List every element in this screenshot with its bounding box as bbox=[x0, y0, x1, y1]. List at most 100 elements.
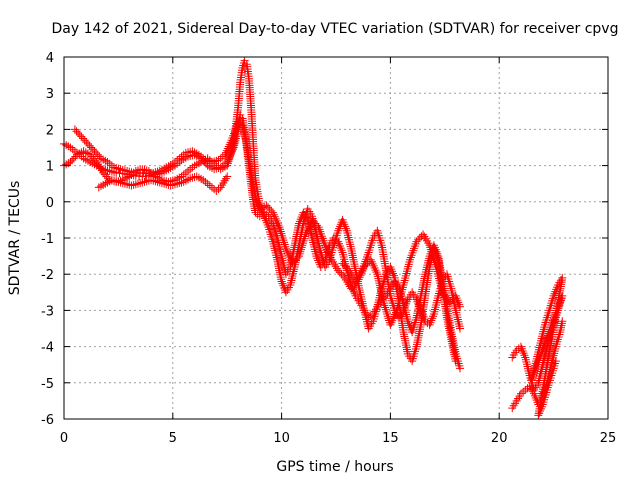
data-point-marker bbox=[523, 362, 532, 371]
data-point-marker bbox=[221, 148, 230, 157]
data-point-marker bbox=[225, 140, 234, 149]
x-axis-label: GPS time / hours bbox=[276, 459, 393, 475]
data-point-marker bbox=[224, 142, 233, 151]
y-tick-label: -5 bbox=[41, 377, 54, 392]
data-point-marker bbox=[85, 141, 94, 150]
data-point-marker bbox=[290, 257, 299, 266]
data-point-marker bbox=[431, 303, 440, 312]
x-tick-label: 20 bbox=[491, 431, 508, 446]
data-point-marker bbox=[543, 333, 552, 342]
data-point-marker bbox=[268, 208, 277, 217]
data-point-marker bbox=[312, 221, 321, 230]
data-point-marker bbox=[112, 177, 121, 186]
data-point-marker bbox=[262, 201, 271, 210]
data-point-marker bbox=[376, 285, 385, 294]
y-tick-label: 1 bbox=[46, 160, 54, 175]
data-point-marker bbox=[348, 282, 357, 291]
data-point-marker bbox=[173, 156, 182, 165]
data-point-marker bbox=[372, 268, 381, 277]
data-point-marker bbox=[281, 244, 290, 253]
data-point-marker bbox=[304, 224, 313, 233]
data-point-marker bbox=[90, 147, 99, 156]
series-track-d bbox=[94, 172, 465, 333]
data-point-marker bbox=[386, 320, 395, 329]
data-point-marker bbox=[539, 325, 548, 334]
data-point-marker bbox=[302, 228, 311, 237]
y-tick-label: 4 bbox=[46, 51, 54, 66]
y-tick-label: -2 bbox=[41, 268, 54, 283]
data-point-marker bbox=[127, 181, 136, 190]
data-point-marker bbox=[346, 240, 355, 249]
y-tick-label: 3 bbox=[46, 87, 54, 102]
data-point-marker bbox=[88, 145, 97, 154]
series-track-c bbox=[70, 118, 465, 329]
data-point-marker bbox=[387, 318, 396, 327]
data-point-marker bbox=[456, 302, 465, 311]
data-point-marker bbox=[522, 357, 531, 366]
data-point-marker bbox=[322, 243, 331, 252]
x-tick-label: 5 bbox=[169, 431, 177, 446]
axis-ticks bbox=[63, 56, 609, 420]
data-point-marker bbox=[99, 168, 108, 177]
y-tick-label: -6 bbox=[41, 413, 54, 428]
y-tick-label: 2 bbox=[46, 123, 54, 138]
series-track-e bbox=[508, 273, 567, 420]
data-point-marker bbox=[140, 177, 149, 186]
data-points bbox=[60, 56, 567, 420]
y-tick-label: 0 bbox=[46, 196, 54, 211]
data-point-marker bbox=[305, 222, 314, 231]
x-tick-labels: 0 5 10 15 20 25 bbox=[60, 431, 616, 446]
data-point-marker bbox=[345, 238, 354, 247]
data-point-marker bbox=[265, 205, 274, 214]
data-point-marker bbox=[142, 177, 151, 186]
data-point-marker bbox=[301, 230, 310, 239]
data-point-marker bbox=[269, 210, 278, 219]
data-point-marker bbox=[309, 217, 318, 226]
data-point-marker bbox=[347, 284, 356, 293]
data-point-marker bbox=[311, 247, 320, 256]
data-point-marker bbox=[389, 314, 398, 323]
data-point-marker bbox=[521, 386, 530, 395]
data-point-marker bbox=[93, 150, 102, 159]
data-point-marker bbox=[371, 266, 380, 275]
data-point-marker bbox=[87, 152, 96, 161]
data-point-marker bbox=[321, 241, 330, 250]
data-point-marker bbox=[325, 251, 334, 260]
data-point-marker bbox=[270, 212, 279, 221]
data-point-marker bbox=[370, 263, 379, 272]
data-point-marker bbox=[131, 180, 140, 189]
data-point-marker bbox=[543, 331, 552, 340]
y-tick-label: -1 bbox=[41, 232, 54, 247]
data-point-marker bbox=[285, 253, 294, 262]
data-point-marker bbox=[74, 129, 83, 138]
data-point-marker bbox=[308, 215, 317, 224]
chart-title: Day 142 of 2021, Sidereal Day-to-day VTE… bbox=[52, 21, 619, 37]
data-point-marker bbox=[222, 146, 231, 155]
data-point-marker bbox=[539, 327, 548, 336]
data-point-marker bbox=[264, 203, 272, 212]
data-point-marker bbox=[72, 127, 81, 136]
data-point-marker bbox=[337, 270, 346, 279]
data-point-marker bbox=[284, 251, 293, 260]
data-point-marker bbox=[273, 219, 282, 228]
data-point-marker bbox=[288, 272, 297, 281]
data-point-marker bbox=[432, 298, 441, 307]
data-point-marker bbox=[453, 315, 462, 324]
data-point-marker bbox=[344, 233, 353, 242]
data-point-marker bbox=[362, 315, 371, 324]
data-point-marker bbox=[452, 308, 461, 317]
data-point-marker bbox=[445, 299, 454, 308]
y-axis-label: SDTVAR / TECUs bbox=[7, 181, 23, 296]
data-point-marker bbox=[451, 306, 460, 315]
data-point-marker bbox=[323, 247, 332, 256]
y-tick-label: -3 bbox=[41, 304, 54, 319]
data-point-marker bbox=[456, 364, 465, 373]
data-point-marker bbox=[432, 300, 441, 309]
data-point-marker bbox=[551, 357, 560, 366]
data-point-marker bbox=[388, 316, 397, 325]
data-point-marker bbox=[452, 310, 461, 319]
data-point-marker bbox=[335, 268, 344, 277]
data-point-marker bbox=[83, 139, 92, 148]
data-point-marker bbox=[382, 307, 391, 316]
